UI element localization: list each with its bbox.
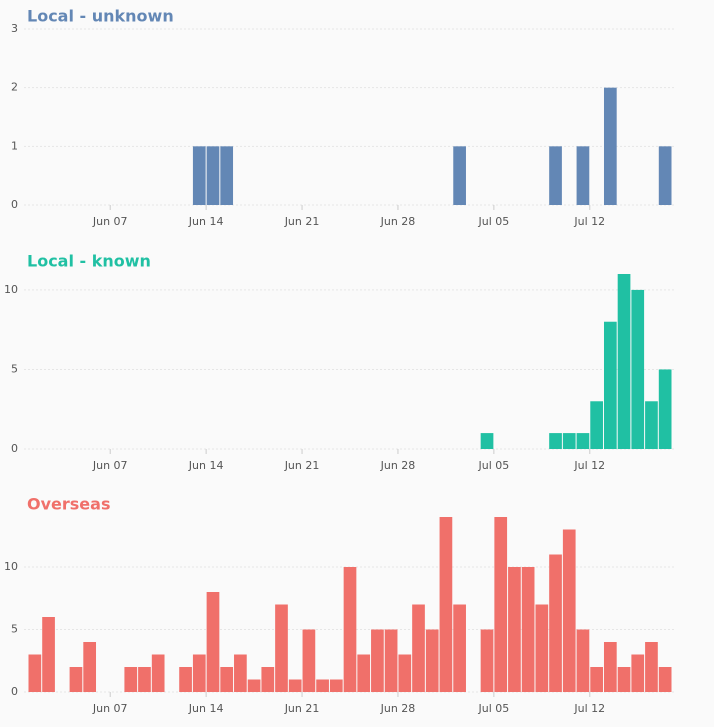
bar <box>645 401 658 449</box>
x-tick-label: Jun 14 <box>188 215 224 228</box>
x-tick-label: Jul 05 <box>477 215 509 228</box>
chart-title: Local - unknown <box>27 7 174 26</box>
bar <box>425 629 439 692</box>
bar <box>576 146 590 205</box>
x-tick-label: Jun 14 <box>188 702 224 715</box>
bar <box>412 604 425 692</box>
bar <box>658 667 672 692</box>
bar <box>603 321 617 449</box>
x-tick-label: Jun 28 <box>380 459 416 472</box>
bar <box>275 604 288 692</box>
bar <box>206 146 220 205</box>
bar <box>549 433 562 449</box>
y-tick-label: 0 <box>11 198 18 211</box>
bar <box>631 289 645 449</box>
y-tick-label: 5 <box>11 623 18 636</box>
bar <box>453 146 466 205</box>
bar <box>343 567 357 692</box>
bar <box>631 654 645 692</box>
x-tick-label: Jun 28 <box>380 215 416 228</box>
bar <box>562 433 576 449</box>
bar <box>521 567 535 692</box>
bar <box>453 604 466 692</box>
bar <box>562 529 576 692</box>
bar <box>508 567 521 692</box>
bar <box>288 679 302 692</box>
bar <box>357 654 371 692</box>
chart-title: Local - known <box>27 252 151 271</box>
x-tick-label: Jun 21 <box>284 215 320 228</box>
bar <box>439 517 453 692</box>
x-tick-label: Jun 14 <box>188 459 224 472</box>
x-tick-label: Jul 05 <box>477 459 509 472</box>
bar <box>138 667 151 692</box>
bar <box>247 679 261 692</box>
bar <box>603 642 617 692</box>
y-tick-label: 1 <box>11 139 18 152</box>
bar <box>549 146 562 205</box>
x-tick-label: Jun 07 <box>92 215 128 228</box>
bar <box>658 369 672 449</box>
bar <box>480 433 494 449</box>
bar <box>192 146 206 205</box>
bar <box>576 629 590 692</box>
y-tick-label: 10 <box>4 283 18 296</box>
chart-title: Overseas <box>27 495 110 514</box>
bar <box>261 667 275 692</box>
bar <box>42 617 55 692</box>
bar <box>234 654 247 692</box>
bar <box>494 517 508 692</box>
y-tick-label: 0 <box>11 685 18 698</box>
bar <box>69 667 83 692</box>
bar <box>617 667 631 692</box>
bar <box>179 667 192 692</box>
bar <box>590 667 603 692</box>
x-tick-label: Jul 12 <box>573 702 605 715</box>
x-tick-label: Jun 28 <box>380 702 416 715</box>
x-tick-label: Jul 12 <box>573 459 605 472</box>
y-tick-label: 10 <box>4 560 18 573</box>
bar <box>658 146 672 205</box>
y-tick-label: 0 <box>11 442 18 455</box>
bar <box>549 554 562 692</box>
bar <box>220 146 234 205</box>
x-tick-label: Jun 21 <box>284 702 320 715</box>
bar <box>124 667 138 692</box>
bar <box>590 401 603 449</box>
y-tick-label: 5 <box>11 362 18 375</box>
x-tick-label: Jun 07 <box>92 702 128 715</box>
bar <box>371 629 384 692</box>
bar <box>151 654 165 692</box>
x-tick-label: Jul 05 <box>477 702 509 715</box>
bar <box>83 642 97 692</box>
bar <box>192 654 206 692</box>
y-tick-label: 2 <box>11 81 18 94</box>
bar <box>316 679 329 692</box>
bar <box>398 654 412 692</box>
bar <box>384 629 398 692</box>
x-tick-label: Jun 21 <box>284 459 320 472</box>
bar <box>28 654 42 692</box>
bar <box>576 433 590 449</box>
y-tick-label: 3 <box>11 22 18 35</box>
bar <box>603 87 617 205</box>
bar <box>329 679 343 692</box>
bar <box>535 604 549 692</box>
bar <box>645 642 658 692</box>
bar <box>206 592 220 692</box>
bar <box>302 629 316 692</box>
x-tick-label: Jul 12 <box>573 215 605 228</box>
bar <box>480 629 494 692</box>
x-tick-label: Jun 07 <box>92 459 128 472</box>
bar <box>617 274 631 449</box>
bar <box>220 667 234 692</box>
